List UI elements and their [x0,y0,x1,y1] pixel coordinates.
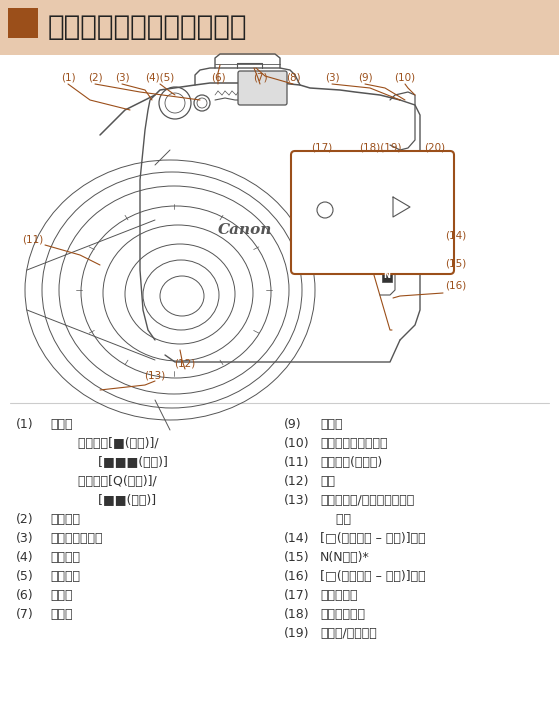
Text: (11): (11) [284,456,310,469]
FancyBboxPatch shape [8,8,38,38]
Text: 电子转盘: 电子转盘 [50,551,80,564]
Text: (3): (3) [325,73,339,83]
Text: (6): (6) [16,589,34,602]
Text: 三脚架插孔: 三脚架插孔 [320,589,358,602]
Text: (16): (16) [284,570,310,583]
Text: (2): (2) [88,73,102,83]
Text: (20): (20) [424,143,446,153]
Text: [□(构图辅助 – 查找)]按钮: [□(构图辅助 – 查找)]按钮 [320,532,425,545]
FancyBboxPatch shape [0,0,559,55]
Text: (10): (10) [395,73,415,83]
Text: 模式转盘: 模式转盘 [50,570,80,583]
Text: (16): (16) [445,280,466,290]
Text: (15): (15) [284,551,310,564]
Text: 焦距标记(近似值): 焦距标记(近似值) [320,456,382,469]
Text: (5): (5) [16,570,34,583]
Text: 闪光灯: 闪光灯 [50,589,73,602]
Text: (4)(5): (4)(5) [145,73,174,83]
Text: (7): (7) [253,73,267,83]
Text: (8): (8) [286,73,300,83]
FancyBboxPatch shape [291,151,454,274]
Text: (18): (18) [284,608,310,621]
Text: 部件名称及本指南编辑常规: 部件名称及本指南编辑常规 [48,13,248,41]
Text: (13): (13) [144,370,165,380]
Text: (17): (17) [284,589,310,602]
Text: (18)(19): (18)(19) [359,143,401,153]
Text: (15): (15) [445,258,466,268]
Text: (12): (12) [174,358,196,368]
Text: 解除锁定开关: 解除锁定开关 [320,608,365,621]
Text: (1): (1) [16,418,34,431]
Text: (3): (3) [16,532,34,545]
Text: [□(构图辅助 – 锁定)]按钮: [□(构图辅助 – 锁定)]按钮 [320,570,425,583]
Text: 麦克风: 麦克风 [50,608,73,621]
Text: 快门按钮: 快门按钮 [50,513,80,526]
Text: 镜头遮光罩/滤镜转换器安装: 镜头遮光罩/滤镜转换器安装 [320,494,414,507]
Text: (11): (11) [22,235,43,245]
Text: 镜头: 镜头 [320,475,335,488]
Text: 扬声器: 扬声器 [320,418,343,431]
Text: [■■■(广角)]: [■■■(广角)] [70,456,168,469]
Text: N: N [383,272,391,281]
Text: (2): (2) [16,513,34,526]
Text: 变焦杆: 变焦杆 [50,418,73,431]
Text: (12): (12) [284,475,310,488]
Text: (13): (13) [284,494,310,507]
Text: 存储卡/电池仓盖: 存储卡/电池仓盖 [320,627,377,640]
Text: (4): (4) [16,551,34,564]
Text: (17): (17) [311,143,333,153]
Text: [■■(索引)]: [■■(索引)] [70,494,156,507]
Text: 相机带安装部位: 相机带安装部位 [50,532,102,545]
Text: Canon: Canon [218,223,272,237]
Text: (9): (9) [284,418,302,431]
Text: (14): (14) [284,532,310,545]
Text: (6): (6) [211,73,225,83]
Text: (19): (19) [284,627,310,640]
FancyBboxPatch shape [382,270,392,282]
Text: 播放时：[Q(放大)]/: 播放时：[Q(放大)]/ [70,475,157,488]
Text: (7): (7) [16,608,34,621]
Text: (1): (1) [61,73,75,83]
Text: (3): (3) [115,73,129,83]
Text: (10): (10) [284,437,310,450]
Text: 部位: 部位 [320,513,351,526]
Text: (14): (14) [445,230,466,240]
FancyBboxPatch shape [238,71,287,105]
Text: (9): (9) [358,73,372,83]
Text: 拍摄时：[■(长焦)]/: 拍摄时：[■(长焦)]/ [70,437,159,450]
Text: 外接麦克风输入端子: 外接麦克风输入端子 [320,437,387,450]
Text: N(N标记)*: N(N标记)* [320,551,369,564]
